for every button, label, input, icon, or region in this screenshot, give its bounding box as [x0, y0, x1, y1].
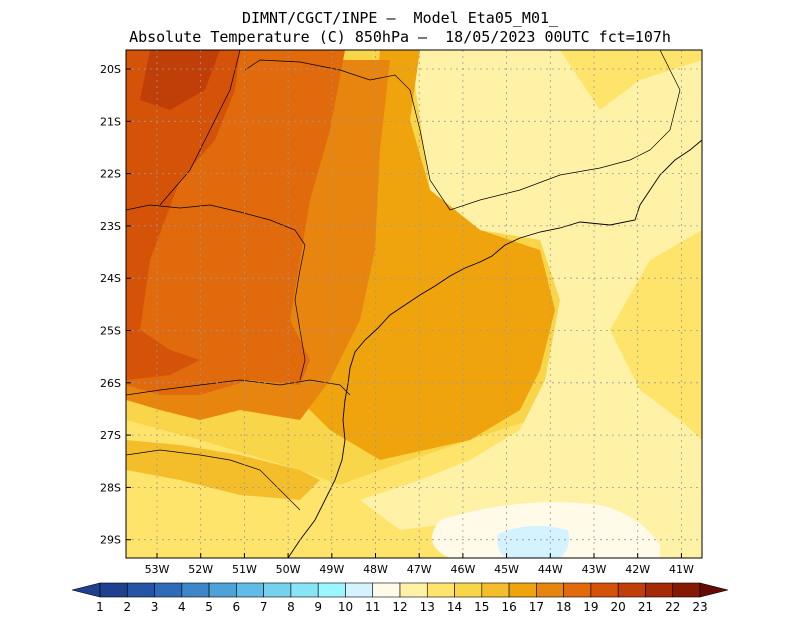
colorbar-label: 3	[151, 600, 159, 614]
temperature-map	[126, 50, 702, 558]
map-grid	[126, 50, 702, 558]
lon-label: 49W	[319, 563, 344, 576]
lon-label: 47W	[407, 563, 432, 576]
coastline	[287, 139, 702, 558]
lon-label: 50W	[276, 563, 301, 576]
longitude-labels: 53W 52W 51W 50W 49W 48W 47W 46W 45W 44W 43W 42W 41W	[145, 553, 694, 576]
colorbar-swatch	[399, 582, 428, 598]
colorbar-label: 17	[529, 600, 544, 614]
colorbar-swatch	[426, 582, 455, 598]
lon-label: 51W	[232, 563, 257, 576]
colorbar-label: 15	[474, 600, 489, 614]
lat-label: 24S	[100, 272, 121, 285]
colorbar-label: 23	[692, 600, 707, 614]
temperature-colorbar	[71, 582, 729, 598]
colorbar-label: 4	[178, 600, 186, 614]
map-title-line-2: Absolute Temperature (C) 850hPa — 18/05/…	[129, 28, 671, 46]
lon-label: 42W	[625, 563, 650, 576]
field-20c	[140, 50, 220, 110]
colorbar-arrow-right	[699, 582, 729, 598]
colorbar-label: 1	[96, 600, 104, 614]
colorbar-label: 6	[233, 600, 241, 614]
colorbar-label: 19	[583, 600, 598, 614]
colorbar-label: 7	[260, 600, 268, 614]
colorbar-swatch	[536, 582, 564, 598]
colorbar-label: 10	[338, 600, 353, 614]
colorbar-label: 11	[365, 600, 380, 614]
field-15c-south	[126, 440, 320, 500]
colorbar-swatch	[236, 582, 264, 598]
map-frame	[125, 49, 703, 559]
colorbar-label: 8	[287, 600, 295, 614]
lat-label: 27S	[100, 429, 121, 442]
lat-label: 20S	[100, 63, 121, 76]
colorbar-swatch	[290, 582, 319, 598]
lat-label: 21S	[100, 115, 121, 128]
colorbar-swatch	[99, 582, 128, 598]
colorbar-label: 13	[420, 600, 435, 614]
lat-label: 23S	[100, 220, 121, 233]
field-16c-central	[300, 50, 555, 460]
lat-label: 26S	[100, 377, 121, 390]
colorbar-swatch	[154, 582, 183, 598]
lon-label: 43W	[582, 563, 607, 576]
colorbar-label: 9	[314, 600, 322, 614]
colorbar-label: 16	[501, 600, 516, 614]
colorbar-swatch	[563, 582, 592, 598]
colorbar-swatch	[345, 582, 374, 598]
map-title-line-1: DIMNT/CGCT/INPE — Model Eta05_M01_	[241, 9, 559, 27]
colorbar-swatch	[126, 582, 155, 598]
lon-label: 45W	[494, 563, 519, 576]
colorbar-arrow-left	[71, 582, 101, 598]
colorbar-label: 2	[123, 600, 131, 614]
colorbar-swatch	[317, 582, 346, 598]
colorbar-label: 14	[447, 600, 462, 614]
colorbar-label: 22	[665, 600, 680, 614]
lon-label: 46W	[450, 563, 475, 576]
lon-label: 41W	[669, 563, 694, 576]
colorbar-label: 21	[638, 600, 653, 614]
state-borders	[126, 50, 681, 511]
colorbar-label: 18	[556, 600, 571, 614]
colorbar-label: 20	[611, 600, 626, 614]
lon-label: 53W	[145, 563, 170, 576]
lat-label: 25S	[100, 325, 121, 338]
lat-label: 29S	[100, 534, 121, 547]
colorbar-swatch	[372, 582, 401, 598]
colorbar-swatch	[481, 582, 510, 598]
lat-label: 28S	[100, 481, 121, 494]
colorbar-swatch	[454, 582, 483, 598]
colorbar-swatch	[508, 582, 537, 598]
latitude-labels: 20S 21S 22S 23S 24S 25S 26S 27S 28S 29S	[100, 63, 131, 547]
field-10c	[497, 525, 569, 558]
lon-label: 48W	[363, 563, 388, 576]
lat-label: 22S	[100, 168, 121, 181]
colorbar-label: 12	[392, 600, 407, 614]
colorbar-swatch	[590, 582, 619, 598]
colorbar-swatch	[208, 582, 237, 598]
colorbar-label: 5	[205, 600, 213, 614]
lon-label: 44W	[538, 563, 563, 576]
colorbar-swatch	[263, 582, 292, 598]
field-13c-north	[430, 96, 530, 175]
colorbar-swatch	[672, 582, 701, 598]
colorbar-labels: 1 2 3 4 5 6 7 8 9 10 11 12 13 14 15 16 17 18 19 20 21 22 23	[96, 600, 707, 614]
colorbar-swatch	[181, 582, 210, 598]
field-13c	[360, 50, 702, 558]
field-19c	[126, 50, 240, 380]
colorbar-swatch	[645, 582, 674, 598]
colorbar-swatch	[617, 582, 646, 598]
lon-label: 52W	[188, 563, 213, 576]
